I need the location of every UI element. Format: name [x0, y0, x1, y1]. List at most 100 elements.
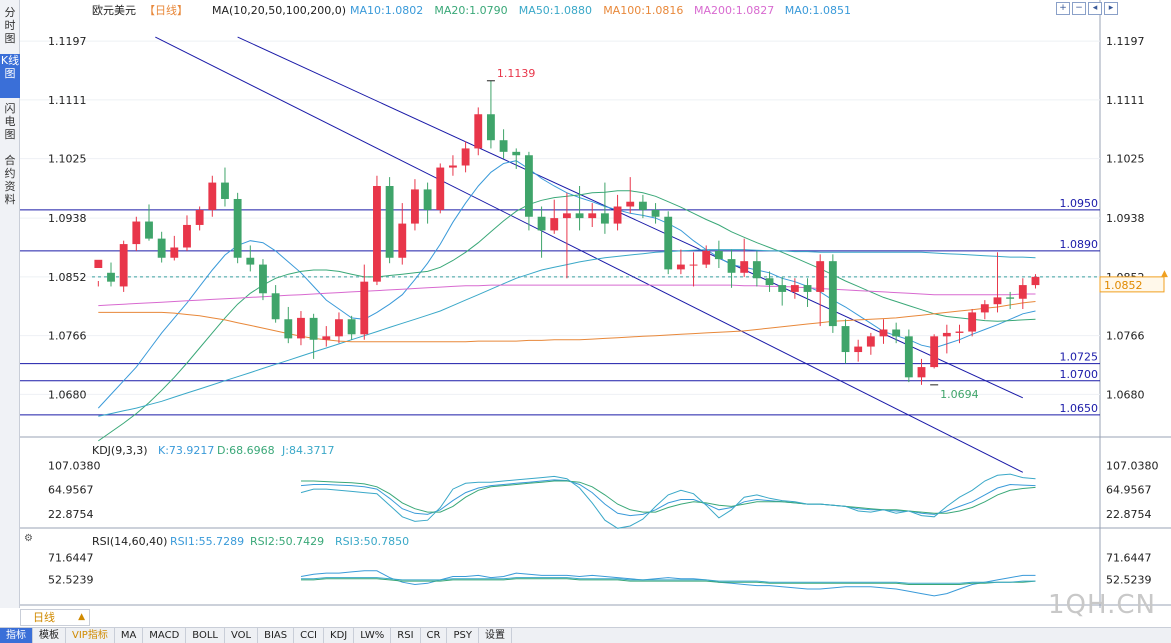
indicator-tab[interactable]: VIP指标: [66, 628, 115, 643]
scroll-right-button[interactable]: ▸: [1104, 2, 1118, 15]
y-tick-label-left: 1.0680: [48, 388, 87, 401]
candle-body: [170, 247, 179, 258]
horizontal-level-label: 1.0700: [1060, 368, 1099, 381]
candle-body: [284, 319, 293, 339]
candle: [271, 285, 280, 323]
candle-body: [335, 319, 343, 337]
y-tick-label-left: 1.0938: [48, 212, 87, 225]
indicator-tab[interactable]: 模板: [33, 628, 66, 643]
rsi-settings-icon[interactable]: ⚙: [24, 533, 33, 544]
watermark: 1QH.CN: [1048, 590, 1156, 620]
candle-body: [423, 189, 432, 210]
indicator-tab[interactable]: KDJ: [324, 628, 355, 643]
y-tick-label-right: 1.1025: [1106, 153, 1145, 166]
indicator-tab[interactable]: MACD: [143, 628, 187, 643]
y-tick-label-left: 1.1111: [48, 94, 87, 107]
candle: [993, 252, 1002, 313]
candle-body: [132, 221, 141, 245]
candle-body: [613, 206, 622, 224]
indicator-tab[interactable]: CCI: [294, 628, 325, 643]
candle: [689, 252, 698, 287]
ma-line-ma10: [97, 160, 1036, 409]
kdj-label: KDJ(9,3,3): [92, 444, 148, 457]
candle-body: [259, 264, 267, 294]
zoom-in-button[interactable]: +: [1056, 2, 1070, 15]
indicator-tab[interactable]: LW%: [354, 628, 392, 643]
kline-chart[interactable]: 1.0950 1.0890 1.0725 1.0700 1.0650 1.1139 1.0…: [20, 0, 1171, 608]
candle: [537, 206, 546, 258]
rsi-panel-line-rsi3: [301, 577, 1036, 584]
y-tick-label-right: 1.0766: [1106, 330, 1145, 343]
tab-flash-chart[interactable]: 闪电图: [4, 102, 16, 141]
panel-tick-label-right: 52.5239: [1106, 573, 1152, 586]
candle-body: [828, 261, 837, 327]
indicator-tab[interactable]: MA: [115, 628, 144, 643]
candle-body: [942, 332, 951, 337]
indicator-tab[interactable]: 指标: [0, 628, 33, 643]
candle: [360, 264, 369, 340]
candle-body: [373, 186, 381, 282]
candle: [942, 324, 951, 354]
tab-contract-info[interactable]: 合约资料: [4, 154, 16, 206]
candle: [474, 107, 483, 156]
candle-body: [727, 259, 736, 273]
candle: [1006, 291, 1015, 309]
candle-body: [221, 182, 229, 199]
indicator-tab[interactable]: PSY: [447, 628, 479, 643]
candle-body: [537, 216, 546, 231]
price-up-arrow-icon: ▲: [1161, 269, 1168, 279]
candle-body: [1031, 276, 1040, 286]
candle: [854, 339, 863, 362]
horizontal-level-label: 1.0650: [1060, 402, 1099, 415]
last-price-tag: [1099, 276, 1165, 293]
zoom-out-button[interactable]: −: [1072, 2, 1086, 15]
candle-body: [575, 213, 584, 219]
tab-kline[interactable]: K线图: [0, 54, 20, 98]
candle: [157, 231, 166, 263]
candle: [195, 206, 204, 231]
candle-body: [904, 336, 913, 378]
candle: [1031, 274, 1040, 289]
candle: [727, 249, 736, 288]
y-tick-label-left: 1.1025: [48, 153, 87, 166]
rsi1-value: RSI1:55.7289: [170, 535, 244, 548]
candle: [284, 306, 293, 344]
indicator-tab[interactable]: VOL: [225, 628, 259, 643]
chevron-down-icon: ▲: [78, 612, 85, 622]
candle: [828, 254, 837, 333]
candle-body: [993, 297, 1002, 305]
candle-body: [803, 285, 812, 292]
rsi3-value: RSI3:50.7850: [335, 535, 409, 548]
chart-area[interactable]: 1.0950 1.0890 1.0725 1.0700 1.0650 1.1139 1.0…: [20, 0, 1171, 608]
candle-body: [778, 285, 787, 292]
indicator-tab[interactable]: 设置: [479, 628, 512, 643]
panel-tick-label-right: 71.6447: [1106, 552, 1152, 565]
candle: [512, 148, 521, 169]
candle-body: [524, 155, 533, 217]
y-tick-label-left: 1.1197: [48, 35, 87, 48]
indicator-tab[interactable]: CR: [421, 628, 448, 643]
indicator-tab[interactable]: BOLL: [186, 628, 225, 643]
indicator-tab[interactable]: RSI: [391, 628, 421, 643]
indicator-tab-bar: 指标 模板 VIP指标 MA MACD BOLL VOL BIAS CCI KDJ LW% RSI CR…: [0, 627, 1171, 643]
rsi-panel-line-rsi1: [300, 570, 1036, 597]
candle: [740, 238, 749, 277]
kdj-panel-line-d: [301, 480, 1036, 514]
candle-body: [740, 261, 749, 273]
panel-tick-label-right: 22.8754: [1106, 508, 1152, 521]
scroll-left-button[interactable]: ◂: [1088, 2, 1102, 15]
candle: [347, 315, 356, 340]
candle-body: [360, 281, 369, 335]
candle: [499, 129, 508, 159]
candle-body: [208, 182, 217, 210]
candle: [917, 358, 926, 385]
candle-body: [297, 317, 305, 339]
period-dropdown[interactable]: 日线 ▲: [20, 609, 90, 626]
candle: [968, 309, 977, 337]
candle: [562, 192, 571, 279]
candle: [879, 319, 888, 344]
candle-body: [930, 336, 939, 368]
tab-timeshare[interactable]: 分时图: [4, 6, 16, 45]
y-tick-label-right: 1.0680: [1106, 388, 1145, 401]
indicator-tab[interactable]: BIAS: [258, 628, 295, 643]
